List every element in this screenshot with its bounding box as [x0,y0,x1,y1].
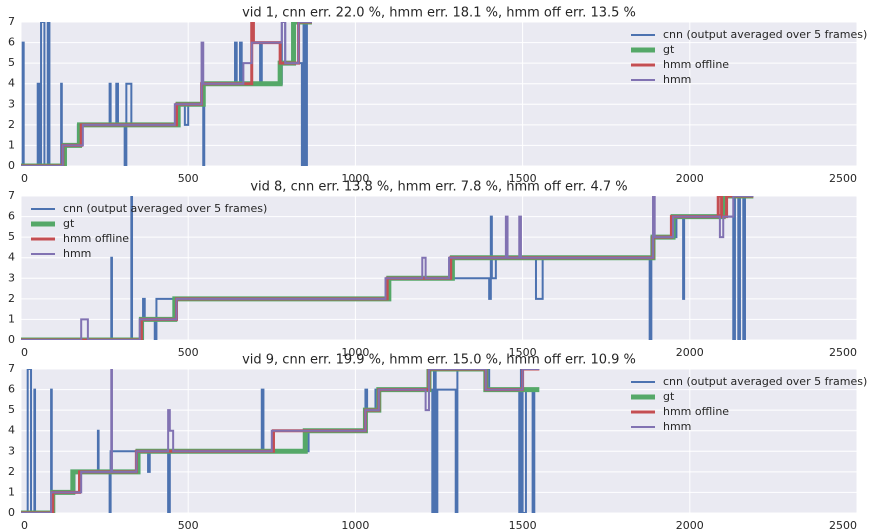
plot-background [21,369,857,513]
x-tick-label: 1500 [509,346,537,359]
subplot: 0 500 1000 1500 2000 2500 0 1 2 3 4 5 6 7 vid 8, cnn e… [8,180,858,359]
x-tick-label: 500 [178,519,199,530]
y-tick-label: 7 [8,189,15,202]
plot-background [21,196,857,340]
y-tick-label: 6 [8,210,15,223]
lines [21,22,312,166]
legend-label: cnn (output averaged over 5 frames) [63,202,267,215]
y-tick-label: 2 [8,292,15,305]
chart-title: vid 1, cnn err. 22.0 %, hmm err. 18.1 %,… [242,6,636,21]
y-tick-label: 6 [8,383,15,396]
x-tick-label: 1000 [341,172,369,185]
y-tick-label: 3 [8,444,15,457]
legend-label: hmm [63,247,91,260]
x-tick-label: 0 [21,172,28,185]
y-tick-label: 2 [8,465,15,478]
y-tick-label: 7 [8,15,15,28]
y-tick-label: 1 [8,138,15,151]
x-tick-label: 500 [178,172,199,185]
lines [21,369,540,513]
y-tick-label: 7 [8,362,15,375]
series-line [21,369,540,513]
chart-title: vid 9, cnn err. 19.9 %, hmm err. 15.0 %,… [242,353,636,368]
y-tick-label: 5 [8,403,15,416]
legend-label: gt [663,390,675,403]
y-tick-label: 4 [8,424,15,437]
y-tick-label: 4 [8,251,15,264]
x-tick-label: 1000 [341,346,369,359]
legend-label: hmm offline [63,232,129,245]
plot-background [21,22,857,166]
y-tick-label: 4 [8,77,15,90]
y-tick-label: 0 [8,159,15,172]
x-tick-label: 2500 [829,519,857,530]
y-tick-label: 5 [8,230,15,243]
y-tick-label: 0 [8,506,15,519]
y-tick-label: 5 [8,56,15,69]
subplot: 0 500 1000 1500 2000 2500 0 1 2 3 4 5 6 7 vid 9, cnn e… [8,353,867,530]
y-tick-label: 3 [8,271,15,284]
legend-label: gt [663,43,675,56]
x-tick-label: 2500 [829,346,857,359]
x-tick-label: 0 [21,346,28,359]
chart-title: vid 8, cnn err. 13.8 %, hmm err. 7.8 %, … [250,180,627,195]
subplot: 0 500 1000 1500 2000 2500 0 1 2 3 4 5 6 7 vid 1, cnn e… [8,6,867,186]
legend-label: hmm [663,420,691,433]
x-tick-label: 1500 [509,172,537,185]
x-tick-label: 1500 [509,519,537,530]
series-line [21,22,312,166]
y-tick-label: 3 [8,97,15,110]
x-tick-label: 2000 [676,346,704,359]
x-tick-label: 2500 [829,172,857,185]
legend-label: cnn (output averaged over 5 frames) [663,28,867,41]
y-tick-label: 0 [8,333,15,346]
y-tick-label: 6 [8,36,15,49]
x-tick-label: 1000 [341,519,369,530]
x-tick-label: 2000 [676,172,704,185]
x-tick-label: 0 [21,519,28,530]
legend-label: hmm [663,73,691,86]
legend-label: hmm offline [663,58,729,71]
x-tick-label: 500 [178,346,199,359]
y-tick-label: 2 [8,118,15,131]
y-tick-label: 1 [8,312,15,325]
legend-label: hmm offline [663,405,729,418]
legend-label: gt [63,217,75,230]
y-tick-label: 1 [8,485,15,498]
lines [21,196,754,340]
x-tick-label: 2000 [676,519,704,530]
series-line [21,196,754,340]
legend-label: cnn (output averaged over 5 frames) [663,375,867,388]
